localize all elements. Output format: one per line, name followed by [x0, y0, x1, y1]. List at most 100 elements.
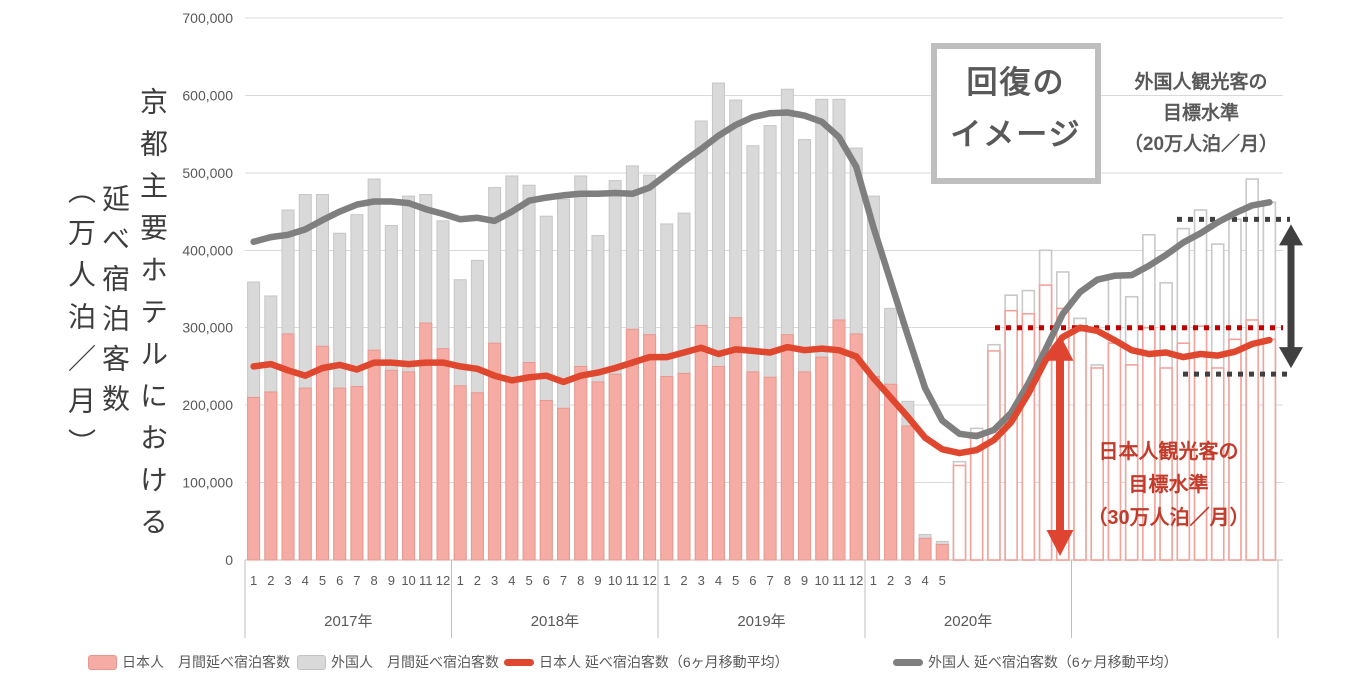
y-axis-title-line2: 延べ宿泊客数	[99, 184, 130, 424]
bar-japanese	[470, 392, 484, 561]
x-axis-month-label: 4	[715, 573, 722, 588]
bar-japanese-projected	[1021, 312, 1036, 561]
bar-japanese-projected	[1142, 326, 1156, 561]
y-axis-tick-label: 500,000	[182, 165, 233, 181]
japanese-target-line3: （30万人泊／月）	[1087, 507, 1250, 529]
x-axis-month-label: 11	[626, 573, 640, 588]
bar-japanese	[367, 349, 381, 561]
legend-label: 外国人 延べ宿泊客数（6ヶ月移動平均）	[928, 654, 1178, 670]
bar-japanese	[488, 342, 502, 561]
x-axis-month-label: 1	[457, 573, 464, 588]
bar-japanese	[333, 387, 347, 561]
bar-japanese	[350, 386, 364, 561]
x-axis-month-label: 10	[815, 573, 829, 588]
bar-japanese	[522, 362, 536, 561]
x-axis-month-label: 1	[663, 573, 670, 588]
line-japanese-moving-average	[250, 324, 1273, 457]
legend-item: 外国人 延べ宿泊客数（6ヶ月移動平均）	[893, 650, 1178, 674]
x-axis-month-label: 9	[801, 573, 808, 588]
x-axis-month-label: 6	[543, 573, 550, 588]
bar-japanese	[884, 383, 898, 561]
x-axis-month-label: 4	[921, 573, 928, 588]
x-axis-month-label: 2	[267, 573, 274, 588]
x-axis-month-label: 2	[474, 573, 481, 588]
bar-japanese	[677, 372, 691, 561]
bar-japanese	[315, 345, 329, 561]
legend-swatch-bar	[88, 654, 117, 670]
bar-japanese	[281, 333, 295, 561]
bar-japanese	[453, 385, 467, 561]
bar-japanese	[901, 425, 915, 561]
bar-japanese-projected	[1210, 367, 1225, 561]
x-axis-month-label: 2	[680, 573, 687, 588]
bar-japanese	[539, 399, 553, 561]
x-axis-month-label: 5	[732, 573, 739, 588]
y-axis-tick-label: 600,000	[182, 87, 233, 103]
bar-japanese	[591, 381, 605, 561]
x-axis-month-label: 9	[388, 573, 395, 588]
y-axis-tick-label: 200,000	[182, 397, 233, 413]
bar-japanese	[918, 537, 932, 561]
bar-japanese	[746, 371, 760, 561]
x-axis-month-label: 6	[336, 573, 343, 588]
bar-japanese	[436, 348, 450, 561]
bar-japanese	[247, 396, 261, 561]
legend-label: 日本人 月間延べ宿泊客数	[122, 654, 290, 670]
recovery-annotation-box: 回復の イメージ	[931, 43, 1101, 184]
legend-swatch-line	[504, 658, 534, 666]
legend-item: 外国人 月間延べ宿泊客数	[297, 650, 499, 674]
bar-japanese	[866, 375, 880, 561]
japanese-target-annotation: 日本人観光客の 目標水準 （30万人泊／月）	[1066, 436, 1271, 535]
x-axis-month-label: 11	[419, 573, 433, 588]
x-axis-month-label: 3	[698, 573, 705, 588]
x-axis-month-label: 2	[887, 573, 894, 588]
bar-japanese-projected	[1193, 325, 1208, 561]
x-axis-month-label: 4	[302, 573, 309, 588]
line-foreign-moving-average	[250, 109, 1273, 440]
x-axis-month-label: 8	[577, 573, 584, 588]
bar-japanese	[780, 334, 794, 561]
bar-japanese	[763, 376, 777, 561]
x-axis-month-label: 3	[904, 573, 911, 588]
foreign-target-line1: 外国人観光客の	[1134, 72, 1268, 93]
bar-japanese-projected	[1228, 338, 1242, 561]
legend-swatch-bar	[297, 654, 326, 670]
x-axis-month-label: 7	[560, 573, 567, 588]
x-axis-month-label: 12	[642, 573, 656, 588]
x-axis-year-label: 2017年	[324, 613, 372, 630]
y-axis-tick-label: 400,000	[182, 242, 233, 258]
x-axis-month-label: 6	[749, 573, 756, 588]
bar-japanese	[643, 334, 657, 561]
legend-label: 日本人 延べ宿泊客数（6ヶ月移動平均）	[539, 654, 789, 670]
bar-japanese	[625, 328, 639, 561]
x-axis-month-label: 1	[250, 573, 257, 588]
x-axis-month-label: 10	[608, 573, 622, 588]
bar-japanese	[419, 322, 433, 561]
legend-label: 外国人 月間延べ宿泊客数	[331, 654, 499, 670]
bar-japanese	[298, 387, 312, 561]
bar-japanese	[935, 544, 949, 561]
x-axis-month-label: 4	[508, 573, 515, 588]
bar-japanese	[815, 356, 829, 561]
x-axis-month-label: 7	[766, 573, 773, 588]
x-axis-year-label: 2018年	[531, 613, 579, 630]
y-axis-tick-label: 100,000	[182, 475, 233, 491]
foreign-target-line3: （20万人泊／月）	[1123, 134, 1279, 155]
japanese-target-line1: 日本人観光客の	[1098, 441, 1239, 463]
x-axis-year-label: 2020年	[944, 613, 992, 630]
x-axis-month-label: 3	[284, 573, 291, 588]
y-axis-title-unit: （万人泊／月）	[65, 176, 96, 470]
legend-item: 日本人 延べ宿泊客数（6ヶ月移動平均）	[504, 650, 789, 674]
legend-item: 日本人 月間延べ宿泊客数	[88, 650, 290, 674]
y-axis-title-line1: 京都主要ホテルにおける	[137, 87, 168, 549]
bar-japanese	[660, 375, 674, 561]
x-axis-month-label: 11	[832, 573, 846, 588]
bar-japanese	[711, 365, 725, 561]
bar-japanese-projected	[1159, 367, 1173, 561]
y-axis-tick-label: 0	[225, 552, 233, 568]
bar-japanese-projected	[1245, 319, 1259, 561]
bar-japanese	[264, 391, 278, 561]
x-axis-month-label: 5	[319, 573, 326, 588]
bar-japanese	[798, 371, 812, 561]
